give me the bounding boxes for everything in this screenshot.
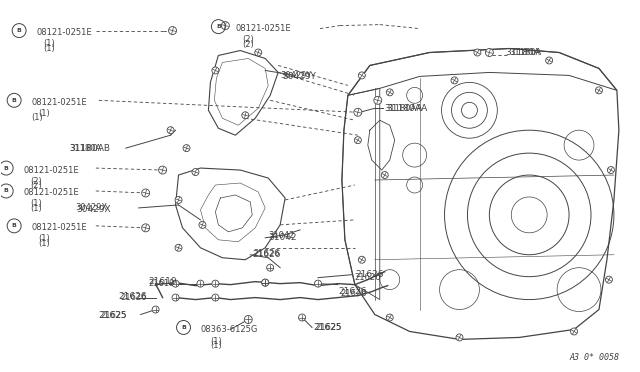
Text: 21625: 21625 — [99, 311, 127, 320]
Text: (1): (1) — [38, 234, 50, 243]
Text: (1): (1) — [30, 199, 42, 208]
Circle shape — [314, 280, 321, 287]
Circle shape — [167, 127, 174, 134]
Circle shape — [262, 279, 269, 286]
Circle shape — [607, 167, 614, 174]
Text: 31042: 31042 — [268, 233, 297, 242]
Circle shape — [172, 294, 179, 301]
Circle shape — [381, 171, 388, 179]
Text: 21619: 21619 — [148, 279, 175, 288]
Text: 21625: 21625 — [315, 323, 341, 332]
Circle shape — [141, 224, 150, 232]
Text: (2): (2) — [243, 39, 254, 49]
Circle shape — [262, 279, 269, 286]
Text: 31180AB: 31180AB — [69, 144, 110, 153]
Circle shape — [546, 57, 552, 64]
Text: (2): (2) — [30, 181, 42, 190]
Text: 21626: 21626 — [340, 289, 367, 298]
Text: A3 0* 0058: A3 0* 0058 — [569, 353, 619, 362]
Circle shape — [387, 89, 393, 96]
Text: 31180A: 31180A — [69, 144, 101, 153]
Circle shape — [244, 315, 252, 324]
Text: 21626: 21626 — [355, 273, 381, 282]
Circle shape — [595, 87, 602, 94]
Circle shape — [199, 221, 206, 228]
Circle shape — [168, 26, 177, 35]
Circle shape — [456, 334, 463, 341]
Text: 21626: 21626 — [355, 270, 383, 279]
Text: B: B — [216, 24, 221, 29]
Text: (1): (1) — [211, 337, 222, 346]
Circle shape — [485, 48, 493, 57]
Text: 30429Y: 30429Y — [282, 72, 316, 81]
Text: 31180A: 31180A — [509, 48, 541, 57]
Circle shape — [221, 22, 229, 30]
Circle shape — [451, 77, 458, 84]
Circle shape — [571, 328, 577, 335]
Circle shape — [355, 137, 362, 144]
Circle shape — [183, 145, 190, 152]
Text: 31180AA: 31180AA — [387, 104, 428, 113]
Text: 21626: 21626 — [338, 287, 367, 296]
Text: 31180A: 31180A — [506, 48, 540, 57]
Text: 08121-0251E: 08121-0251E — [36, 28, 92, 37]
Text: 30429X: 30429X — [75, 203, 107, 212]
Text: 21625: 21625 — [313, 323, 342, 332]
Circle shape — [354, 108, 362, 116]
Text: 08121-0251E: 08121-0251E — [23, 166, 79, 174]
Circle shape — [212, 67, 219, 74]
Circle shape — [358, 72, 365, 79]
Text: B: B — [12, 98, 17, 103]
Text: 21626: 21626 — [252, 250, 281, 259]
Text: (1): (1) — [43, 44, 55, 52]
Text: 30429Y: 30429Y — [280, 71, 312, 80]
Text: 08121-0251E: 08121-0251E — [31, 98, 86, 107]
Text: 31180AA: 31180AA — [385, 104, 423, 113]
Text: B: B — [12, 223, 17, 228]
Circle shape — [192, 169, 199, 176]
Text: (2): (2) — [243, 35, 254, 44]
Text: B: B — [17, 28, 22, 33]
Circle shape — [267, 264, 274, 271]
Circle shape — [387, 314, 393, 321]
Text: (1): (1) — [30, 204, 42, 213]
Text: 21626: 21626 — [119, 292, 147, 301]
Circle shape — [141, 189, 150, 197]
Circle shape — [172, 280, 179, 287]
Text: 30429X: 30429X — [76, 205, 111, 214]
Text: (2): (2) — [30, 177, 42, 186]
Text: (1): (1) — [38, 109, 50, 118]
Circle shape — [358, 256, 365, 263]
Text: B: B — [4, 166, 8, 171]
Text: (1): (1) — [43, 39, 55, 48]
Text: (1): (1) — [31, 113, 43, 122]
Text: 08121-0251E: 08121-0251E — [236, 24, 291, 33]
Text: (1): (1) — [38, 239, 50, 248]
Text: 21626: 21626 — [121, 293, 147, 302]
Circle shape — [374, 96, 382, 104]
Text: 08121-0251E: 08121-0251E — [23, 189, 79, 198]
Text: 08121-0251E: 08121-0251E — [31, 223, 86, 232]
Text: 21626: 21626 — [253, 249, 280, 258]
Circle shape — [474, 49, 481, 56]
Text: 21625: 21625 — [101, 311, 127, 320]
Circle shape — [255, 49, 262, 56]
Circle shape — [175, 196, 182, 203]
Text: B: B — [4, 189, 8, 193]
Circle shape — [212, 280, 219, 287]
Text: (1): (1) — [211, 341, 222, 350]
Text: B: B — [181, 325, 186, 330]
Text: 08363-6125G: 08363-6125G — [200, 325, 258, 334]
Circle shape — [605, 276, 612, 283]
Circle shape — [242, 112, 249, 119]
Circle shape — [175, 244, 182, 251]
Circle shape — [197, 280, 204, 287]
Text: 31042: 31042 — [268, 231, 294, 240]
Circle shape — [212, 294, 219, 301]
Circle shape — [152, 306, 159, 313]
Circle shape — [299, 314, 305, 321]
Text: 21619: 21619 — [148, 277, 177, 286]
Circle shape — [159, 166, 166, 174]
